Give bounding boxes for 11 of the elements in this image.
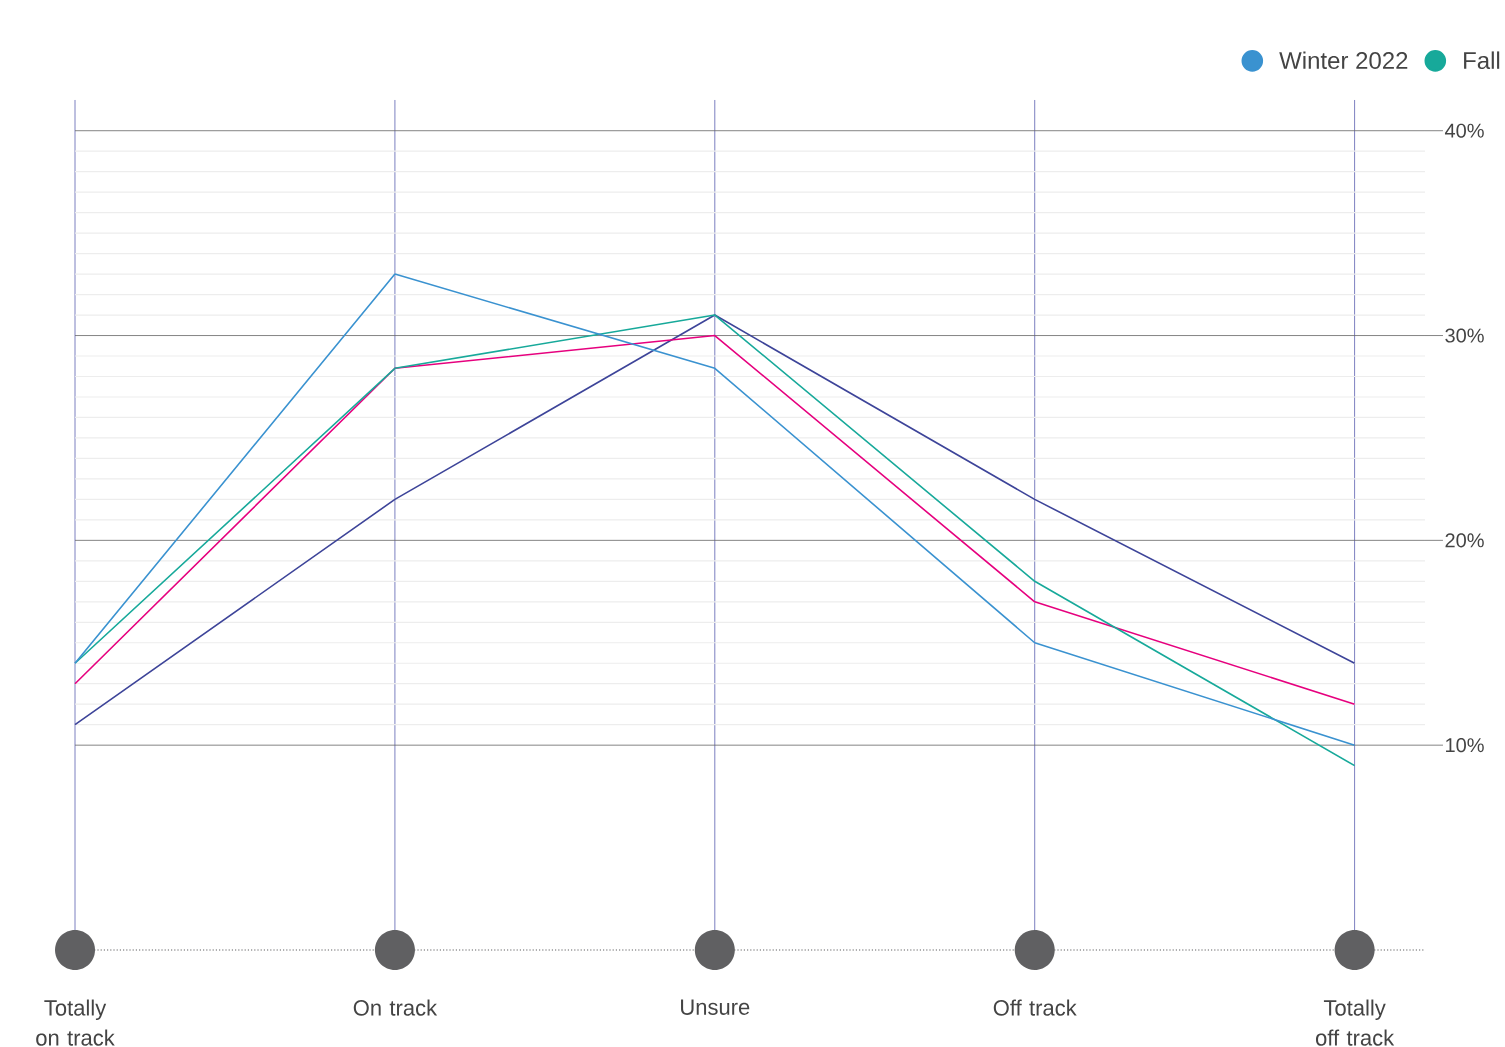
x-tick-label: Totally off track xyxy=(1316,999,1395,1046)
legend-label: Fall xyxy=(1464,51,1500,70)
x-tick-label: Totally on track xyxy=(36,999,115,1046)
y-tick-label: 30% xyxy=(1445,328,1484,343)
y-tick-label: 40% xyxy=(1444,123,1484,138)
x-tick-label: On track xyxy=(353,999,438,1016)
x-tick-label: Off track xyxy=(993,999,1077,1016)
y-tick-label: 10% xyxy=(1446,738,1484,753)
x-tick-label: Unsure xyxy=(681,999,750,1015)
y-tick-label: 20% xyxy=(1445,533,1484,548)
legend-label: Winter 2022 xyxy=(1279,51,1408,70)
